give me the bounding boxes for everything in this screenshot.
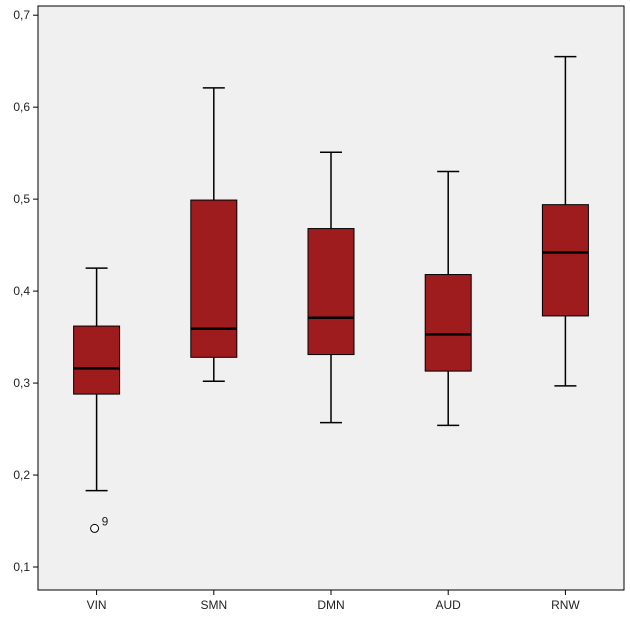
iqr-box — [73, 325, 121, 395]
boxes — [73, 55, 589, 492]
iqr-box — [190, 199, 238, 358]
y-tick-label: 0,4 — [13, 284, 30, 298]
box-smn — [190, 87, 238, 382]
iqr-box — [541, 204, 589, 317]
y-tick-label: 0,5 — [13, 192, 30, 206]
box-aud — [424, 170, 472, 427]
outlier-label: 9 — [102, 514, 109, 528]
x-tick-label-vin: VIN — [87, 598, 107, 612]
y-tick-label: 0,1 — [13, 560, 30, 574]
box-vin — [73, 267, 121, 492]
y-tick-label: 0,2 — [13, 468, 30, 482]
x-tick-label-smn: SMN — [200, 598, 227, 612]
box-rnw — [541, 55, 589, 387]
x-axis: VIN SMN DMN AUD RNW — [87, 590, 580, 612]
y-axis: 0,1 0,2 0,3 0,4 0,5 0,6 0,7 — [13, 8, 38, 574]
x-tick-label-rnw: RNW — [551, 598, 580, 612]
y-tick-label: 0,3 — [13, 376, 30, 390]
outlier-point — [90, 523, 100, 533]
x-tick-label-dmn: DMN — [317, 598, 344, 612]
y-tick-label: 0,7 — [13, 8, 30, 22]
y-tick-label: 0,6 — [13, 100, 30, 114]
box-dmn — [307, 151, 355, 424]
x-tick-label-aud: AUD — [436, 598, 462, 612]
iqr-box — [307, 228, 355, 356]
iqr-box — [424, 274, 472, 372]
outliers: 9 — [90, 514, 109, 533]
